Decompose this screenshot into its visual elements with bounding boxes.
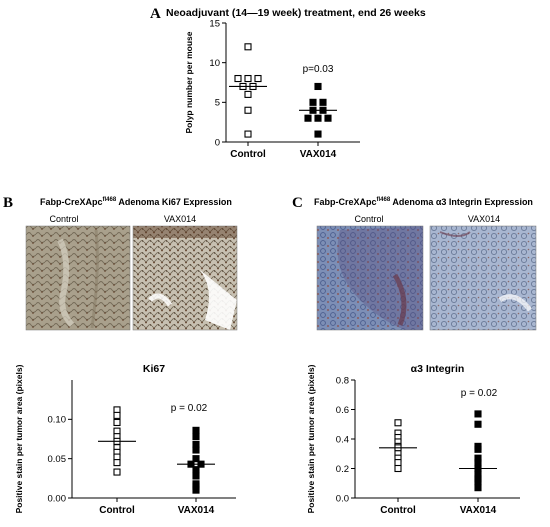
polyp-y-axis-label: Polyp number per mouse: [184, 31, 194, 133]
integrin-y-axis-label: Positive stain per tumor area (pixels): [306, 364, 316, 513]
polyp-point-vax014: [314, 130, 322, 138]
ki67-point-vax014: [192, 455, 200, 463]
integrin-point-vax014: [474, 478, 482, 486]
polyp-point-vax014: [319, 98, 327, 106]
polyp-point-control: [254, 74, 262, 83]
panel-b-title-pre: Fabp-CreXApc: [40, 197, 103, 207]
ki67-point-vax014: [192, 446, 200, 454]
ki67-point-vax014: [192, 466, 200, 474]
integrin-point-vax014: [474, 410, 482, 418]
polyp-point-vax014: [314, 114, 322, 122]
panel-b-letter: B: [3, 195, 13, 211]
ki67-point-control: [113, 468, 121, 476]
ki67-category-label: Control: [99, 505, 135, 516]
integrin-chart-title: α3 Integrin: [411, 363, 465, 375]
polyp-y-tick-label: 15: [209, 18, 220, 29]
polyp-point-vax014: [309, 98, 317, 106]
polyp-chart: 0 5 10 15 Control VAX014 Polyp number per mous…: [184, 18, 360, 160]
integrin-y-tick-label: 0.8: [336, 375, 349, 386]
panel-b-title-sup: fl468: [103, 197, 117, 203]
polyp-y-tick-label: 5: [215, 98, 220, 109]
polyp-point-control: [244, 106, 252, 114]
polyp-category-label: Control: [230, 149, 266, 160]
panel-a-title: Neoadjuvant (14—19 week) treatment, end …: [166, 7, 426, 19]
integrin-vax014-micrograph: [429, 225, 537, 331]
integrin-point-vax014: [474, 459, 482, 467]
ki67-point-vax014: [192, 433, 200, 441]
integrin-point-control: [394, 464, 402, 473]
integrin-p-value: p = 0.02: [461, 388, 498, 399]
panel-b-title-post: Adenoma Ki67 Expression: [116, 197, 232, 207]
ki67-chart-title: Ki67: [143, 363, 165, 375]
polyp-point-vax014: [304, 114, 312, 122]
integrin-y-tick-label: 0.6: [336, 405, 349, 416]
polyp-point-control: [244, 130, 252, 138]
integrin-category-label: VAX014: [460, 505, 497, 516]
panel-c-title-sup: fl468: [377, 197, 391, 203]
ki67-point-control: [113, 418, 121, 427]
ki67-control-micrograph: [25, 225, 131, 331]
ki67-y-tick-label: 0.05: [48, 454, 67, 465]
integrin-point-vax014: [474, 484, 482, 492]
panel-c-micrograph-title: Fabp-CreXApcfl468 Adenoma α3 Integrin Ex…: [314, 197, 533, 207]
integrin-point-vax014: [474, 445, 482, 453]
ki67-p-value: p = 0.02: [171, 403, 208, 414]
polyp-y-tick-label: 10: [209, 58, 220, 69]
panel-c-title-pre: Fabp-CreXApc: [314, 197, 377, 207]
panel-a-letter: A: [150, 6, 161, 22]
integrin-point-vax014: [474, 420, 482, 428]
panel-b-control-label: Control: [49, 214, 78, 224]
polyp-point-vax014: [324, 114, 332, 122]
panel-c-vax014-label: VAX014: [468, 214, 500, 224]
panel-b-micrograph-title: Fabp-CreXApcfl468 Adenoma Ki67 Expressio…: [40, 197, 232, 207]
ki67-chart: 0.00 0.05 0.10 Control VAX014 Positive stain …: [14, 363, 236, 516]
polyp-category-label: VAX014: [300, 149, 337, 160]
panel-b-vax014-label: VAX014: [164, 214, 196, 224]
panel-c-letter: C: [292, 195, 303, 211]
ki67-point-vax014: [192, 486, 200, 494]
ki67-y-tick-label: 0.00: [48, 493, 67, 504]
ki67-category-label: VAX014: [178, 505, 215, 516]
integrin-category-label: Control: [380, 505, 416, 516]
integrin-point-control: [394, 419, 402, 427]
polyp-point-control: [234, 74, 242, 83]
integrin-chart: 0.0 0.2 0.4 0.6 0.8 Control VAX014 Positive sta…: [306, 363, 520, 516]
polyp-point-control: [244, 74, 252, 83]
panel-c-control-label: Control: [354, 214, 383, 224]
ki67-point-control: [113, 411, 121, 419]
ki67-vax014-micrograph: [132, 225, 238, 331]
integrin-y-tick-label: 0.2: [336, 464, 349, 475]
ki67-y-axis-label: Positive stain per tumor area (pixels): [14, 364, 24, 513]
polyp-p-value: p=0.03: [303, 64, 334, 75]
integrin-control-micrograph: [316, 225, 424, 331]
integrin-point-control: [394, 459, 402, 467]
polyp-point-control: [244, 43, 252, 51]
integrin-y-tick-label: 0.0: [336, 493, 349, 504]
ki67-point-control: [113, 459, 121, 467]
ki67-point-vax014: [192, 426, 200, 434]
ki67-y-tick-label: 0.10: [48, 415, 67, 426]
integrin-y-tick-label: 0.4: [336, 434, 349, 445]
polyp-y-tick-label: 0: [215, 137, 220, 148]
polyp-point-vax014: [314, 82, 322, 91]
polyp-point-control: [244, 90, 252, 98]
ki67-point-vax014: [192, 472, 200, 480]
panel-c-title-post: Adenoma α3 Integrin Expression: [390, 197, 533, 207]
